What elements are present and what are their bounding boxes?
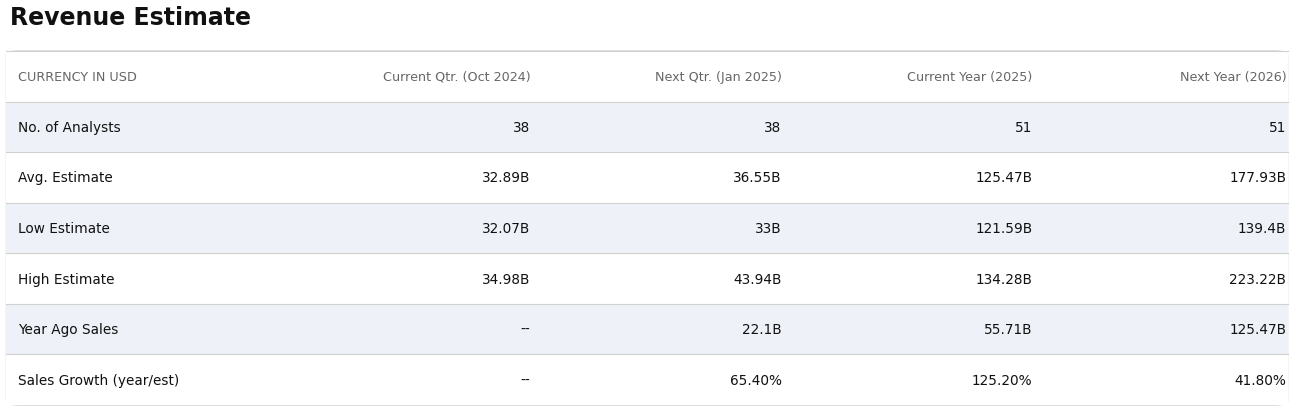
Text: 134.28B: 134.28B xyxy=(976,272,1033,286)
Text: 38: 38 xyxy=(514,121,531,135)
Text: Current Year (2025): Current Year (2025) xyxy=(907,71,1033,83)
Text: 51: 51 xyxy=(1016,121,1033,135)
Text: 32.89B: 32.89B xyxy=(483,171,531,185)
Text: 38: 38 xyxy=(765,121,782,135)
Text: Next Year (2026): Next Year (2026) xyxy=(1180,71,1286,83)
Text: 55.71B: 55.71B xyxy=(985,322,1033,336)
Text: Year Ago Sales: Year Ago Sales xyxy=(18,322,119,336)
Text: CURRENCY IN USD: CURRENCY IN USD xyxy=(18,71,137,83)
Text: 125.20%: 125.20% xyxy=(972,373,1033,387)
Text: 125.47B: 125.47B xyxy=(976,171,1033,185)
Text: Avg. Estimate: Avg. Estimate xyxy=(18,171,113,185)
Text: No. of Analysts: No. of Analysts xyxy=(18,121,120,135)
Text: 32.07B: 32.07B xyxy=(483,221,531,236)
Text: 65.40%: 65.40% xyxy=(730,373,782,387)
Text: 34.98B: 34.98B xyxy=(483,272,531,286)
Text: 33B: 33B xyxy=(754,221,782,236)
Text: Next Qtr. (Jan 2025): Next Qtr. (Jan 2025) xyxy=(655,71,782,83)
Text: --: -- xyxy=(520,322,531,336)
Text: Sales Growth (year/est): Sales Growth (year/est) xyxy=(18,373,180,387)
Text: Low Estimate: Low Estimate xyxy=(18,221,110,236)
Text: 177.93B: 177.93B xyxy=(1229,171,1286,185)
Text: 36.55B: 36.55B xyxy=(734,171,782,185)
Text: 139.4B: 139.4B xyxy=(1238,221,1286,236)
Text: 22.1B: 22.1B xyxy=(741,322,782,336)
Text: 121.59B: 121.59B xyxy=(976,221,1033,236)
Text: High Estimate: High Estimate xyxy=(18,272,115,286)
Text: 51: 51 xyxy=(1269,121,1286,135)
Text: 41.80%: 41.80% xyxy=(1234,373,1286,387)
Text: 223.22B: 223.22B xyxy=(1229,272,1286,286)
Text: 125.47B: 125.47B xyxy=(1229,322,1286,336)
Text: Revenue Estimate: Revenue Estimate xyxy=(10,6,251,30)
Text: --: -- xyxy=(520,373,531,387)
Text: Current Qtr. (Oct 2024): Current Qtr. (Oct 2024) xyxy=(383,71,531,83)
Text: 43.94B: 43.94B xyxy=(734,272,782,286)
